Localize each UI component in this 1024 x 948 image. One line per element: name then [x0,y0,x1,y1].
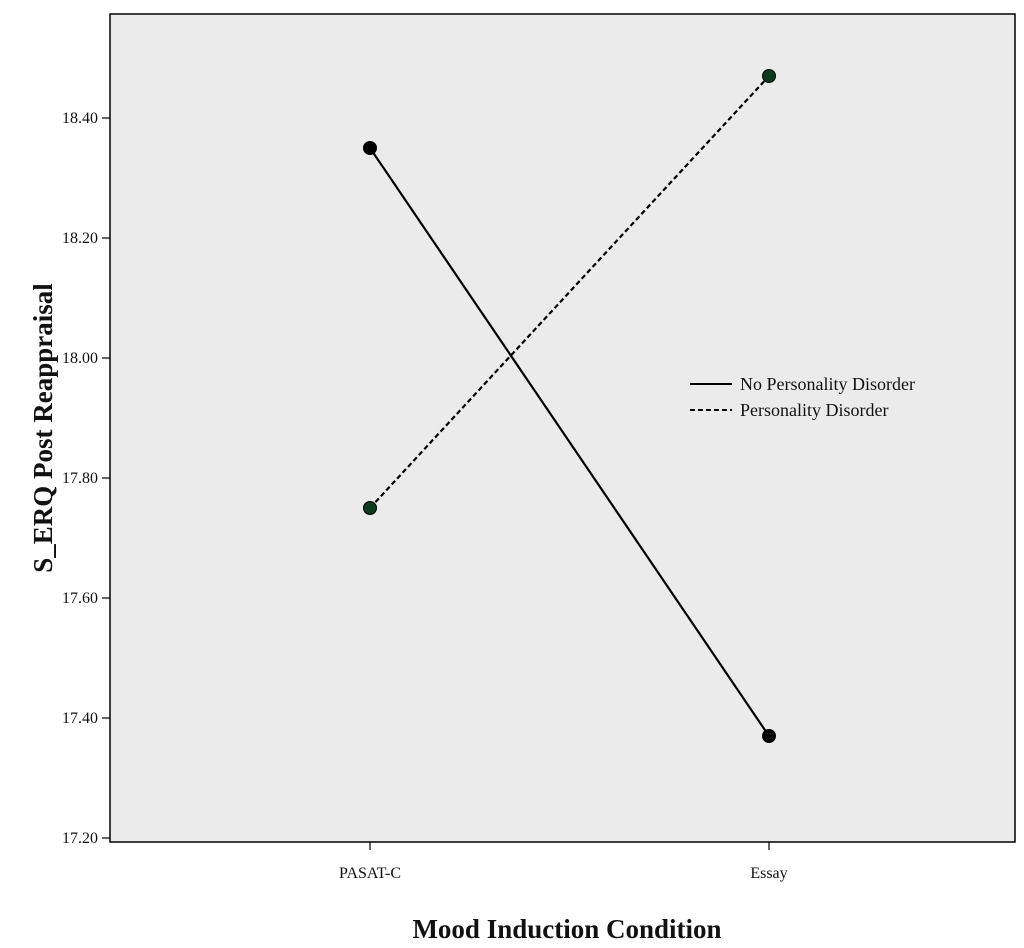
x-axis-title: Mood Induction Condition [412,914,721,944]
series-2 [363,69,776,515]
series-line [369,147,770,737]
x-axis: PASAT-C Essay [339,842,788,882]
data-point [363,501,377,515]
y-tick-label: 18.20 [62,230,98,247]
series-layer [363,69,776,743]
y-axis-title: S_ERQ Post Reappraisal [28,283,58,573]
plot-area [109,13,1016,843]
y-tick-label: 17.40 [62,710,98,727]
x-tick-label: PASAT-C [339,865,401,882]
y-tick-label: 18.00 [62,350,98,367]
y-tick-label: 17.80 [62,470,98,487]
legend-label: Personality Disorder [740,400,888,420]
data-point [762,729,776,743]
data-point [762,69,776,83]
y-tick-label: 17.60 [62,590,98,607]
y-tick-label: 18.40 [62,110,98,127]
legend: No Personality Disorder Personality Disor… [690,374,915,420]
legend-label: No Personality Disorder [740,374,915,394]
data-point [363,141,377,155]
series-1 [363,141,776,743]
y-tick-label: 17.20 [62,830,98,847]
y-axis: 17.20 17.40 17.60 17.80 18.00 18.20 18.40 [62,110,110,847]
x-tick-label: Essay [750,865,787,882]
series-line [369,75,770,509]
